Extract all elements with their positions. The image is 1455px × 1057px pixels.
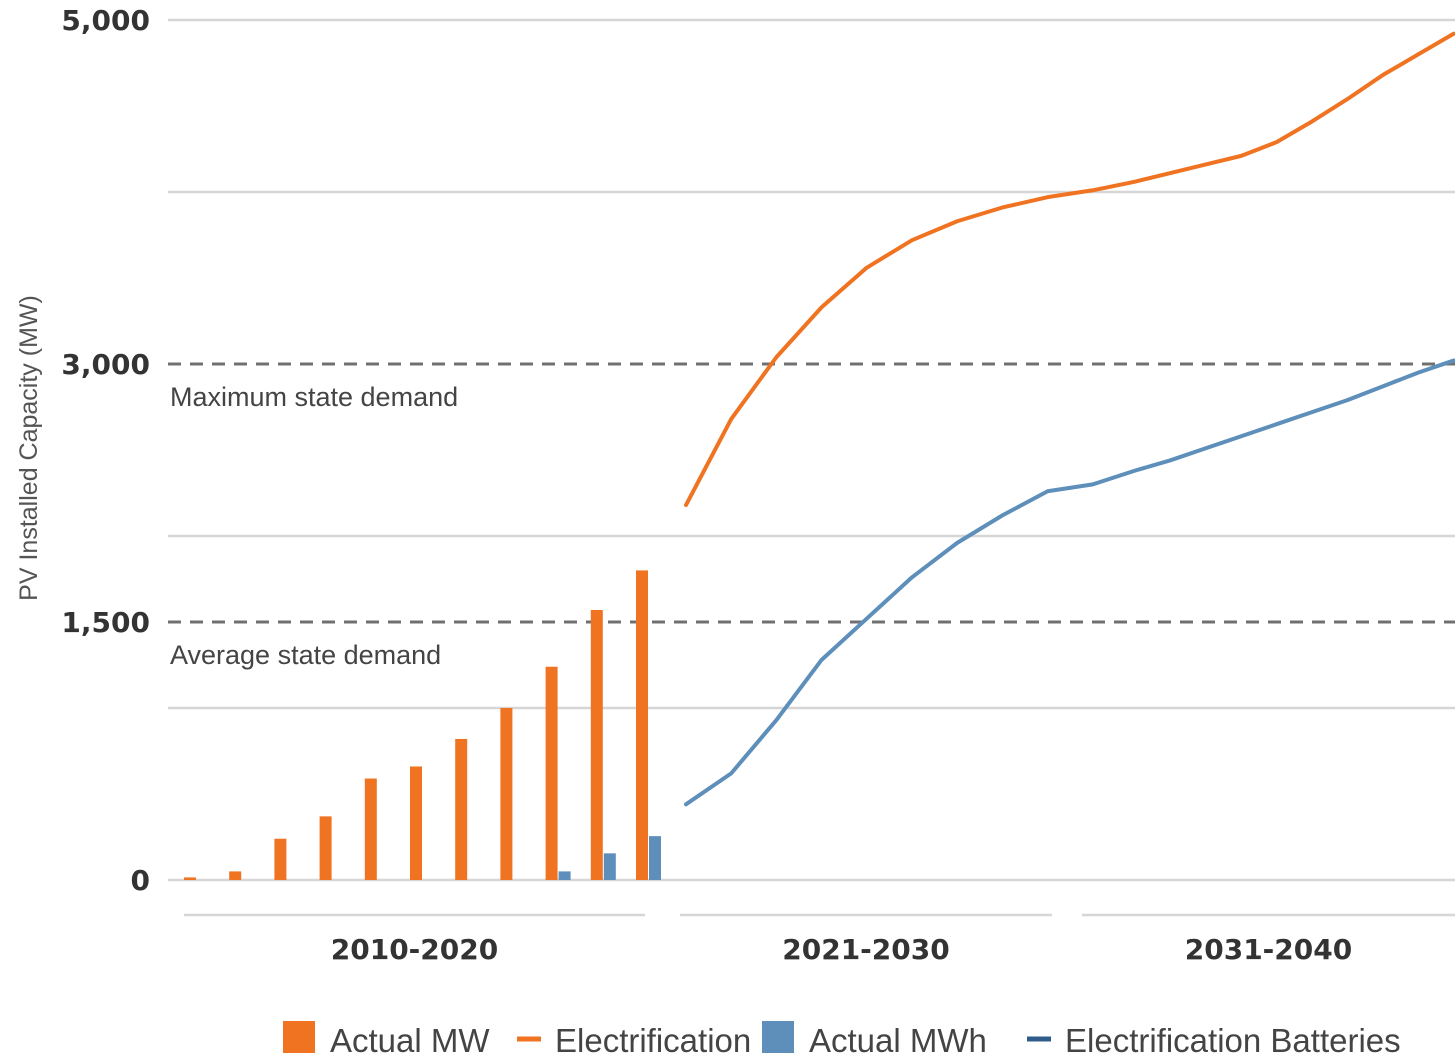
series-lines: [684, 31, 1455, 807]
bar-actual-mw: [184, 877, 196, 880]
bar-actual-mw: [636, 570, 648, 880]
legend-label: Actual MW: [330, 1022, 490, 1057]
line-electrification-batteries: [684, 358, 1455, 807]
bar-actual-mw: [229, 871, 242, 880]
legend-swatch: [283, 1021, 315, 1053]
group-label: 2021-2030: [782, 933, 949, 966]
y-tick-label: 0: [131, 864, 150, 897]
legend-item: Actual MWh: [762, 1021, 987, 1057]
bar-actual-mw: [500, 708, 513, 880]
y-tick-label: 5,000: [61, 4, 150, 37]
legend-item: Electrification Batteries: [1027, 1022, 1401, 1057]
bar-actual-mwh: [649, 836, 661, 880]
line-electrification: [684, 31, 1455, 508]
x-axis-groups: 2010-2020 2021-2030 2031-2040: [184, 913, 1455, 966]
group-label: 2031-2040: [1185, 933, 1352, 966]
bar-actual-mw: [364, 778, 377, 880]
reference-lines: Maximum state demand Average state demand: [168, 362, 1455, 670]
gridlines: [168, 18, 1455, 882]
reference-line-label: Maximum state demand: [170, 382, 458, 412]
group-label: 2010-2020: [331, 933, 498, 966]
bar-actual-mw: [319, 816, 332, 880]
bar-actual-mw: [274, 838, 287, 880]
bar-actual-mw: [590, 609, 603, 880]
legend-label: Actual MWh: [809, 1022, 987, 1057]
bar-actual-mw: [455, 738, 468, 880]
bar-actual-mw: [545, 666, 558, 880]
bar-actual-mwh: [558, 871, 571, 880]
legend-item: Actual MW: [283, 1021, 490, 1057]
bars: [184, 570, 661, 880]
bar-actual-mwh: [603, 853, 616, 880]
bar-actual-mw: [410, 766, 422, 880]
legend-label: Electrification: [555, 1022, 751, 1057]
y-tick-label: 3,000: [61, 348, 150, 381]
y-axis: 0 1,500 3,000 5,000: [61, 4, 150, 897]
legend: Actual MW Electrification Actual MWh Electr…: [283, 1021, 1401, 1057]
y-axis-title: PV Installed Capacity (MW): [15, 295, 43, 601]
reference-line-label: Average state demand: [170, 640, 441, 670]
y-tick-label: 1,500: [61, 606, 150, 639]
legend-item: Electrification: [517, 1022, 751, 1057]
legend-swatch: [762, 1021, 794, 1053]
legend-label: Electrification Batteries: [1065, 1022, 1401, 1057]
